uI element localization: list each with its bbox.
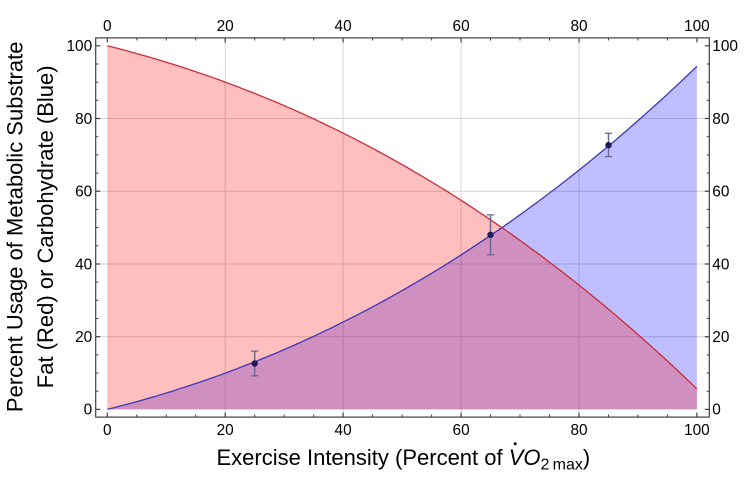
svg-text:60: 60 — [453, 18, 470, 35]
svg-text:80: 80 — [75, 111, 92, 128]
svg-text:20: 20 — [75, 329, 92, 346]
svg-text:0: 0 — [103, 422, 112, 439]
svg-text:20: 20 — [217, 18, 234, 35]
svg-text:80: 80 — [570, 422, 587, 439]
svg-text:0: 0 — [712, 402, 721, 419]
svg-text:40: 40 — [335, 18, 352, 35]
svg-text:20: 20 — [217, 422, 234, 439]
svg-text:0: 0 — [84, 402, 93, 419]
svg-text:40: 40 — [75, 256, 92, 273]
svg-text:80: 80 — [570, 18, 587, 35]
svg-text:100: 100 — [67, 38, 93, 55]
svg-text:40: 40 — [712, 256, 729, 273]
svg-text:100: 100 — [684, 18, 710, 35]
svg-text:60: 60 — [453, 422, 470, 439]
svg-text:60: 60 — [75, 184, 92, 201]
svg-text:Percent Usage of Metabolic Sub: Percent Usage of Metabolic Substrate — [3, 42, 28, 413]
svg-text:80: 80 — [712, 111, 729, 128]
svg-text:20: 20 — [712, 329, 729, 346]
svg-text:100: 100 — [712, 38, 738, 55]
svg-text:0: 0 — [103, 18, 112, 35]
svg-text:40: 40 — [335, 422, 352, 439]
svg-text:100: 100 — [684, 422, 710, 439]
svg-text:60: 60 — [712, 184, 729, 201]
svg-text:Exercise Intensity (Percent of: Exercise Intensity (Percent of VO2 max) — [217, 445, 591, 474]
svg-text:Fat (Red) or Carbohydrate (Blu: Fat (Red) or Carbohydrate (Blue) — [33, 65, 58, 388]
